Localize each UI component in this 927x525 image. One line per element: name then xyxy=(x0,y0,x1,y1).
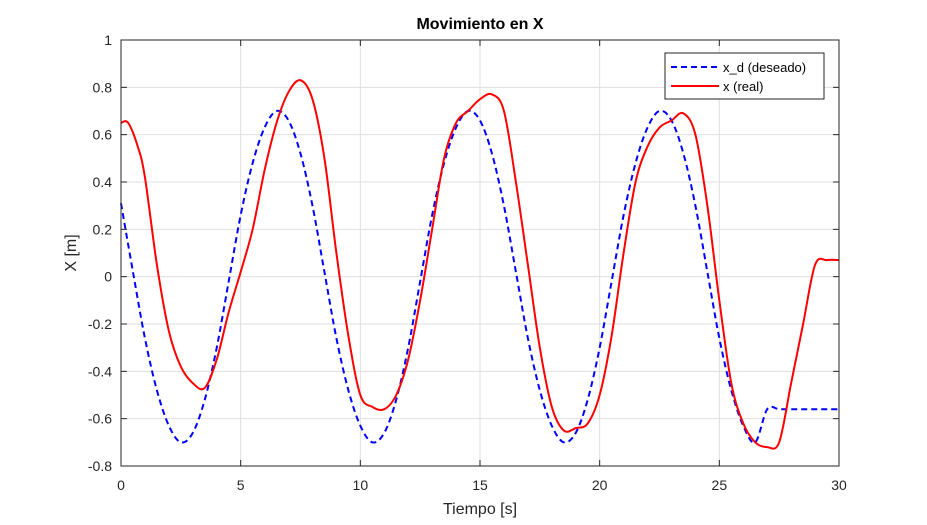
chart-title: Movimiento en X xyxy=(416,16,543,33)
legend-box xyxy=(664,52,825,100)
series-line-x-desired xyxy=(120,109,840,444)
series-lines xyxy=(120,79,840,450)
y-tick-label: -0.8 xyxy=(88,458,112,474)
y-tick-label: 0.6 xyxy=(93,127,113,143)
y-tick-label: 0.2 xyxy=(93,221,113,237)
x-tick-label: 15 xyxy=(472,477,488,493)
y-tick-label: 0.4 xyxy=(93,174,113,190)
y-tick-label: -0.6 xyxy=(88,411,112,427)
x-tick-label: 20 xyxy=(592,477,608,493)
legend-label: x_d (deseado) xyxy=(723,60,806,75)
x-tick-label: 30 xyxy=(831,477,847,493)
x-tick-label: 25 xyxy=(712,477,728,493)
legend: x_d (deseado) x (real) xyxy=(664,52,825,100)
y-tick-label: 1 xyxy=(104,32,112,48)
y-tick-label: -0.4 xyxy=(88,363,112,379)
legend-label: x (real) xyxy=(723,79,763,94)
y-tick-label: -0.2 xyxy=(88,316,112,332)
series-line-x-real xyxy=(120,79,840,450)
y-tick-label: 0.8 xyxy=(93,79,113,95)
x-axis-label: Tiempo [s] xyxy=(443,501,517,518)
x-tick-label: 5 xyxy=(237,477,245,493)
axis-ticks: 0 5 10 15 20 25 30 -0.8 -0.6 -0.4 -0.2 0 0.2 0.4 0.6 0.… xyxy=(88,32,847,493)
y-axis-label: X [m] xyxy=(63,234,80,271)
x-tick-label: 0 xyxy=(117,477,125,493)
x-tick-label: 10 xyxy=(353,477,369,493)
y-tick-label: 0 xyxy=(104,269,112,285)
